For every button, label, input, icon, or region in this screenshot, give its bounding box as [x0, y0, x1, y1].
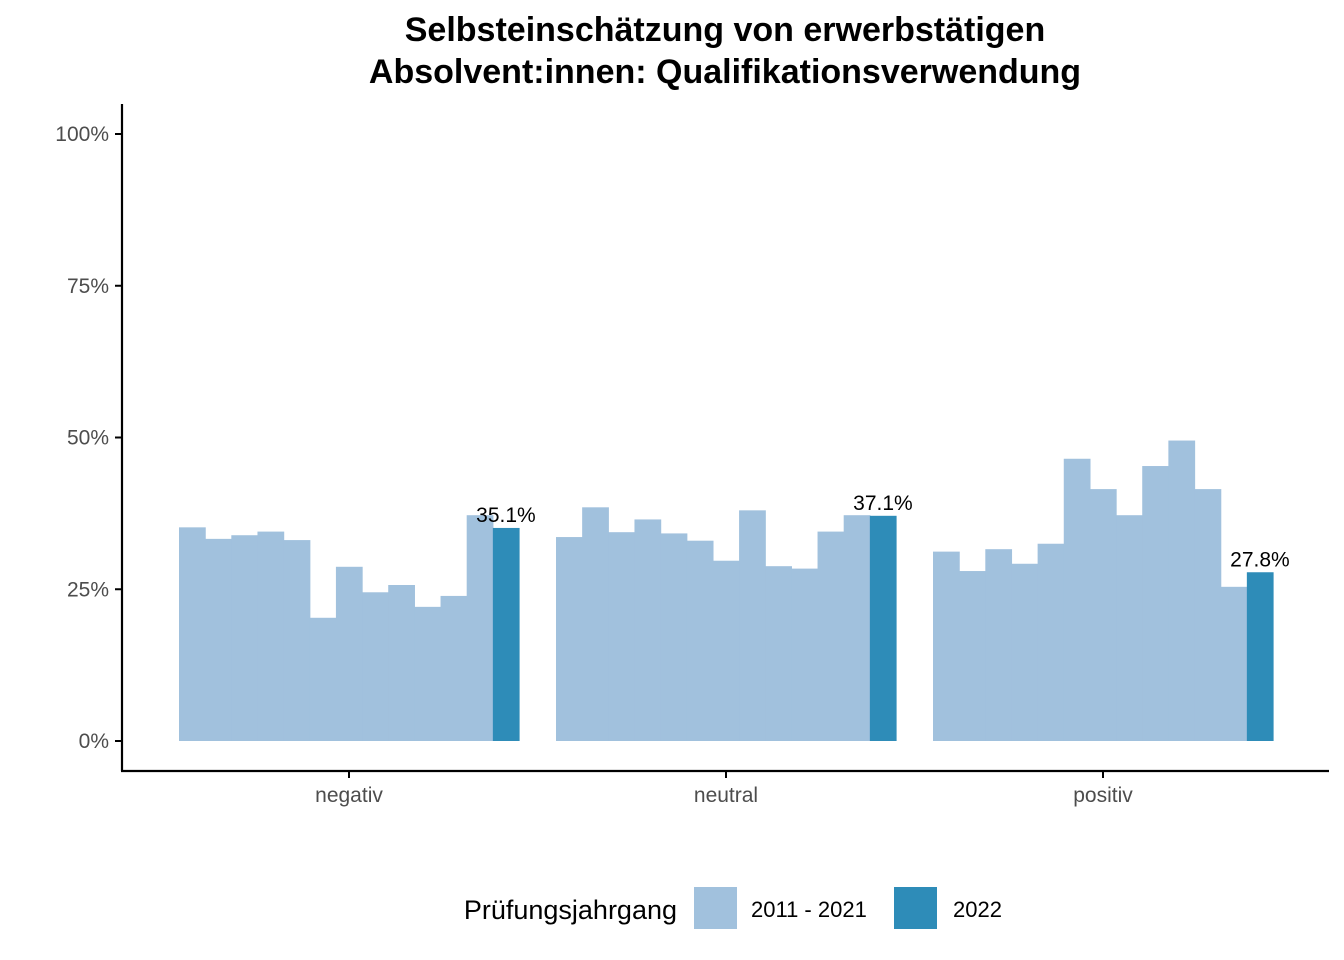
bar-positiv-2012: [959, 571, 986, 741]
bar-negativ-2013: [231, 535, 259, 741]
bar-neutral-2019: [765, 566, 792, 741]
x-tick-label-positiv: positiv: [1073, 784, 1133, 807]
bar-negativ-2015: [283, 540, 311, 741]
bar-negativ-2022: [466, 515, 494, 741]
bar-negativ-2020: [414, 606, 442, 741]
bar-neutral-x: [869, 515, 897, 741]
bar-positiv-2022: [1220, 586, 1248, 741]
chart-title-line-1: Selbsteinschätzung von erwerbstätigen: [405, 11, 1045, 49]
bars: [179, 440, 1274, 741]
data-label-negativ: 35.1%: [476, 504, 536, 527]
bar-positiv-x: [1246, 572, 1274, 741]
bar-negativ-2014: [257, 531, 285, 741]
legend-title: Prüfungsjahrgang: [464, 895, 677, 925]
bar-negativ-x: [492, 527, 520, 741]
bar-positiv-2020: [1168, 440, 1196, 741]
bar-positiv-2013: [985, 549, 1013, 741]
bar-negativ-2021: [440, 595, 468, 741]
data-label-positiv: 27.8%: [1230, 548, 1290, 571]
chart-title-line-2: Absolvent:innen: Qualifikationsverwendun…: [369, 53, 1081, 91]
bar-positiv-2021: [1194, 489, 1222, 741]
bar-positiv-2017: [1089, 489, 1117, 741]
bar-neutral-2017: [712, 560, 740, 741]
x-tick-label-negativ: negativ: [315, 784, 383, 807]
bar-neutral-2011: [556, 537, 583, 741]
bar-negativ-2012: [205, 538, 232, 741]
legend-key-1: [894, 887, 937, 929]
bar-neutral-2014: [634, 519, 662, 741]
chart-title: Selbsteinschätzung von erwerbstätigen Ab…: [369, 11, 1081, 91]
bar-neutral-2018: [739, 510, 766, 741]
bar-neutral-2012: [582, 507, 609, 741]
bar-negativ-2018: [362, 592, 389, 741]
data-labels: 35.1% 37.1% 27.8%: [476, 492, 1290, 571]
legend-label-1: 2022: [953, 897, 1002, 922]
y-tick-label-0.75: 75%: [67, 275, 109, 298]
data-label-neutral: 37.1%: [853, 492, 913, 515]
bar-positiv-2015: [1037, 543, 1065, 741]
bar-negativ-2011: [179, 527, 206, 741]
bar-positiv-2018: [1116, 515, 1143, 741]
y-tick-label-0: 0%: [79, 730, 109, 753]
y-tick-label-1: 100%: [55, 123, 109, 146]
bar-neutral-2020: [791, 568, 819, 741]
bar-positiv-2019: [1142, 466, 1169, 741]
bar-negativ-2017: [335, 566, 363, 741]
legend: Prüfungsjahrgang 2011 - 2021 2022: [464, 887, 1002, 929]
y-tick-label-0.25: 25%: [67, 578, 109, 601]
bar-positiv-2014: [1011, 563, 1039, 741]
bar-positiv-2016: [1063, 458, 1091, 741]
bar-negativ-2019: [388, 585, 415, 741]
axes: 0% 25% 50% 75% 100% negativ neutral positiv: [55, 104, 1329, 807]
x-tick-label-neutral: neutral: [694, 784, 758, 807]
legend-key-0: [694, 887, 737, 929]
bar-neutral-2022: [843, 515, 871, 741]
legend-label-0: 2011 - 2021: [751, 897, 867, 922]
bar-neutral-2015: [660, 533, 688, 741]
bar-positiv-2011: [933, 551, 960, 741]
bar-neutral-2013: [608, 532, 636, 741]
bar-neutral-2016: [686, 540, 714, 741]
y-tick-label-0.5: 50%: [67, 427, 109, 450]
bar-neutral-2021: [817, 531, 845, 741]
bar-negativ-2016: [309, 617, 337, 741]
